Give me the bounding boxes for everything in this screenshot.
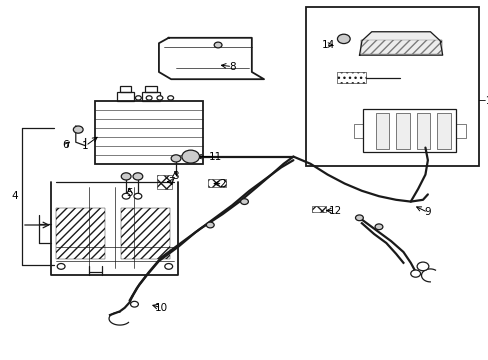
- Circle shape: [416, 262, 428, 271]
- Bar: [416, 113, 429, 149]
- Bar: [455, 123, 465, 138]
- Text: 9: 9: [424, 207, 430, 217]
- Bar: [395, 113, 409, 149]
- Circle shape: [121, 173, 131, 180]
- Circle shape: [182, 150, 199, 163]
- Circle shape: [135, 96, 141, 100]
- Bar: [120, 86, 131, 92]
- Circle shape: [214, 42, 222, 48]
- Bar: [56, 208, 104, 259]
- Circle shape: [410, 270, 420, 277]
- Text: 11: 11: [208, 152, 222, 162]
- Circle shape: [240, 199, 248, 204]
- Bar: [436, 113, 450, 149]
- Text: 2: 2: [219, 179, 225, 189]
- Polygon shape: [359, 32, 442, 55]
- Bar: [360, 40, 441, 54]
- Text: 12: 12: [327, 206, 341, 216]
- Text: −13: −13: [477, 96, 488, 106]
- Text: 7: 7: [167, 177, 174, 187]
- Circle shape: [157, 96, 163, 100]
- Bar: [157, 175, 172, 189]
- Text: 4: 4: [11, 191, 18, 201]
- Bar: [353, 123, 363, 138]
- Bar: [117, 92, 134, 101]
- Bar: [363, 109, 455, 152]
- Text: 8: 8: [228, 62, 235, 72]
- Bar: [305, 7, 478, 166]
- Bar: [336, 72, 366, 83]
- Circle shape: [171, 155, 181, 162]
- Circle shape: [164, 264, 172, 269]
- Circle shape: [134, 193, 142, 199]
- Text: 1: 1: [82, 141, 89, 151]
- Bar: [311, 206, 325, 212]
- Bar: [207, 179, 226, 187]
- Text: 14: 14: [321, 40, 335, 50]
- Circle shape: [337, 34, 349, 44]
- Text: 5: 5: [126, 188, 133, 198]
- Circle shape: [206, 222, 214, 228]
- Text: 10: 10: [155, 303, 167, 313]
- Bar: [145, 86, 157, 92]
- Circle shape: [73, 126, 83, 133]
- Bar: [375, 113, 388, 149]
- Text: 3: 3: [171, 171, 178, 181]
- Circle shape: [355, 215, 363, 221]
- Bar: [142, 92, 160, 101]
- Circle shape: [57, 264, 65, 269]
- Circle shape: [122, 193, 130, 199]
- Circle shape: [133, 173, 142, 180]
- Bar: [95, 101, 203, 164]
- Circle shape: [146, 96, 152, 100]
- Text: 6: 6: [62, 140, 69, 150]
- Circle shape: [130, 301, 138, 307]
- Circle shape: [167, 96, 173, 100]
- Bar: [121, 208, 169, 259]
- Circle shape: [374, 224, 382, 230]
